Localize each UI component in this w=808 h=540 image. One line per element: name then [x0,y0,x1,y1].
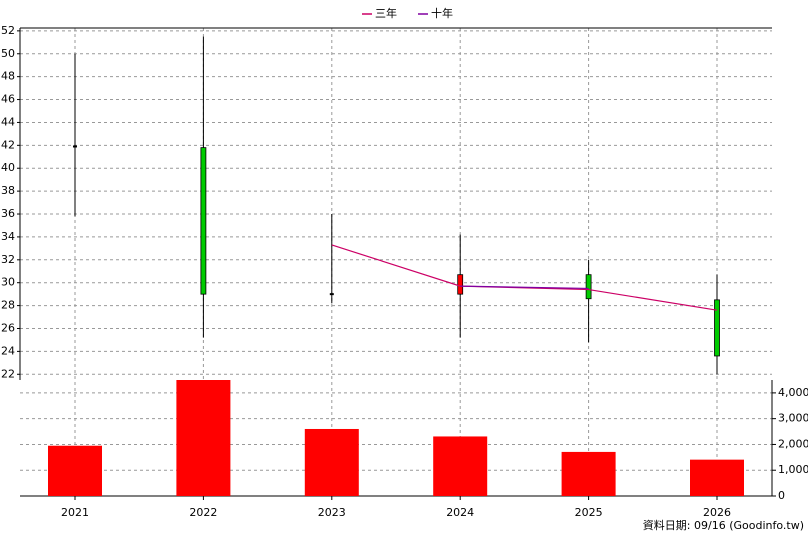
y-tick-label: 50 [1,47,15,60]
x-tick-label: 2026 [703,506,731,519]
y2-tick-label: 2,000 [778,437,808,450]
x-tick-label: 2023 [318,506,346,519]
volume-bar [433,436,488,496]
footer: 資料日期: 09/16 (Goodinfo.tw) [643,518,804,532]
y-tick-label: 44 [1,115,15,128]
y-tick-label: 30 [1,276,15,289]
legend-label: 三年 [375,6,397,20]
x-tick-label: 2022 [189,506,217,519]
y-tick-label: 42 [1,138,15,151]
candle-body [585,274,592,300]
y-tick-label: 34 [1,230,15,243]
y2-tick-label: 3,000 [778,412,808,425]
y-tick-label: 40 [1,161,15,174]
y-tick-label: 26 [1,321,15,334]
line-series [460,285,589,290]
line-series [331,244,718,311]
volume-bar [48,445,102,496]
x-tick-label: 2021 [61,506,89,519]
volume-bar [304,428,359,496]
candle-body [200,147,207,295]
y-tick-label: 28 [1,299,15,312]
y-tick-label: 38 [1,184,15,197]
x-tick-label: 2025 [575,506,603,519]
volume-bar [690,459,744,496]
y-tick-label: 46 [1,93,15,106]
y-tick-label: 52 [1,24,15,37]
volume-bar [176,380,231,496]
y-tick-label: 32 [1,253,15,266]
y2-tick-label: 0 [778,489,785,502]
volume-bar [561,451,616,496]
y2-tick-label: 4,000 [778,386,808,399]
legend-label: 十年 [431,6,453,20]
y-tick-label: 22 [1,367,15,380]
candle-body [714,299,720,357]
y-tick-label: 48 [1,70,15,83]
y-tick-label: 24 [1,344,15,357]
y2-tick-label: 1,000 [778,463,808,476]
x-tick-label: 2024 [446,506,474,519]
candle-body [457,274,464,295]
y-tick-label: 36 [1,207,15,220]
